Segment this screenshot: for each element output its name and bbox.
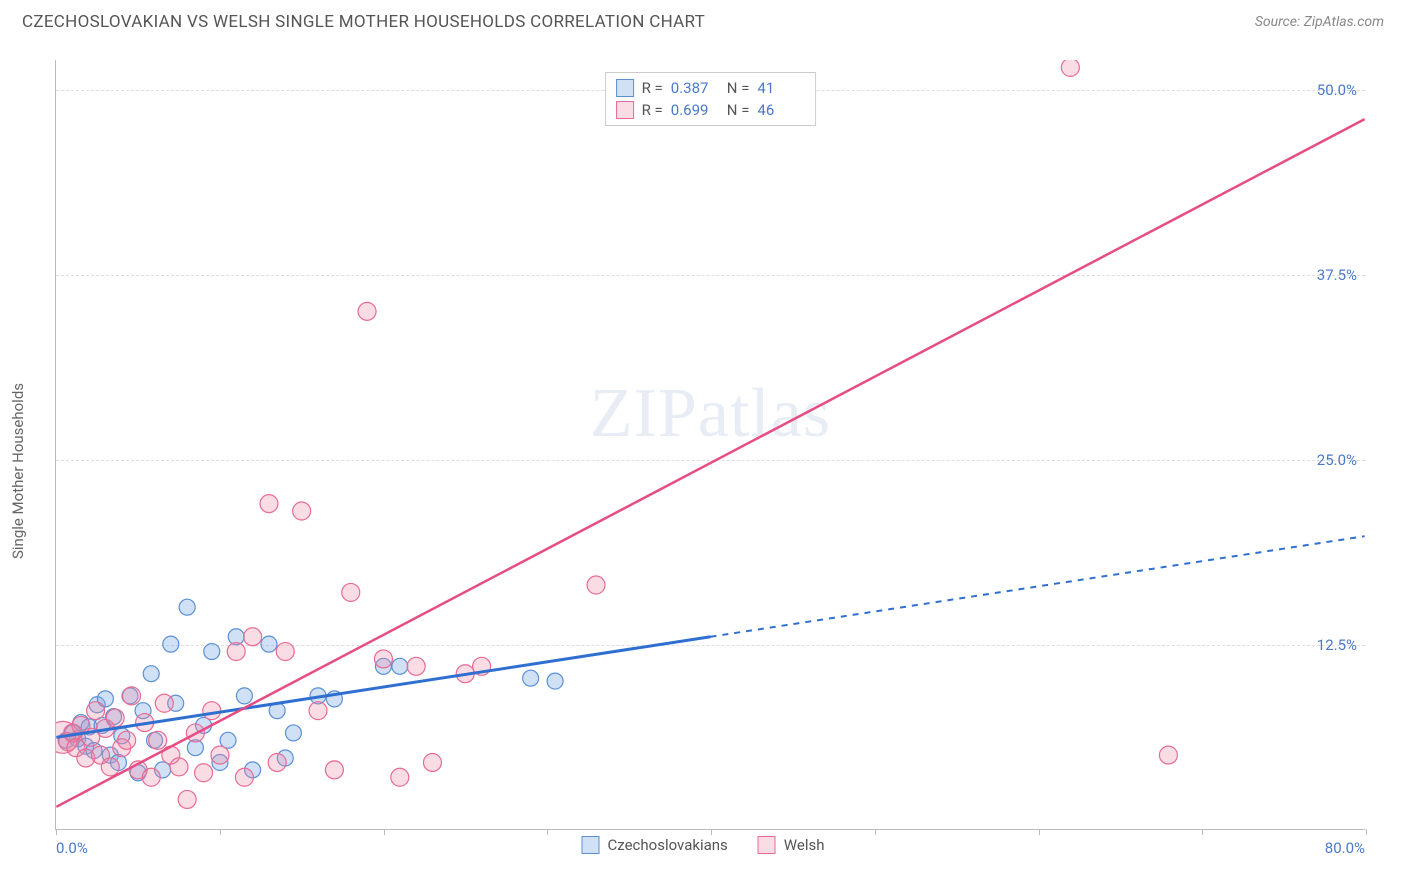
scatter-point-series-1 xyxy=(587,576,605,594)
legend-item-1: Welsh xyxy=(758,836,825,854)
legend-swatch-1 xyxy=(616,101,634,119)
legend-swatch-bottom-0 xyxy=(582,836,600,854)
scatter-point-series-0 xyxy=(261,636,277,652)
scatter-point-series-0 xyxy=(392,658,408,674)
scatter-point-series-1 xyxy=(374,650,392,668)
n-value-1: 46 xyxy=(757,101,805,119)
scatter-point-series-1 xyxy=(123,687,141,705)
x-tick xyxy=(220,829,221,835)
plot-area: ZIPatlas R = 0.387 N = 41 R = 0.699 N = … xyxy=(55,60,1365,830)
scatter-point-series-1 xyxy=(358,302,376,320)
r-value-1: 0.699 xyxy=(671,101,719,119)
scatter-point-series-0 xyxy=(547,673,563,689)
n-value-0: 41 xyxy=(757,79,805,97)
x-tick xyxy=(1366,829,1367,835)
scatter-point-series-1 xyxy=(211,746,229,764)
n-label-1: N = xyxy=(727,101,750,119)
scatter-point-series-1 xyxy=(268,753,286,771)
x-tick xyxy=(547,829,548,835)
scatter-point-series-1 xyxy=(195,764,213,782)
r-label-1: R = xyxy=(642,101,663,119)
scatter-point-series-1 xyxy=(101,758,119,776)
regression-line-dashed-series-0 xyxy=(711,536,1365,637)
series-legend: Czechoslovakians Welsh xyxy=(582,836,825,854)
scatter-point-series-0 xyxy=(163,636,179,652)
scatter-point-series-0 xyxy=(204,644,220,660)
scatter-point-series-0 xyxy=(143,666,159,682)
scatter-point-series-0 xyxy=(523,670,539,686)
legend-row-series-1: R = 0.699 N = 46 xyxy=(616,99,806,121)
x-tick xyxy=(711,829,712,835)
scatter-point-series-1 xyxy=(1159,746,1177,764)
r-label-0: R = xyxy=(642,79,663,97)
scatter-point-series-1 xyxy=(178,790,196,808)
chart-header: CZECHOSLOVAKIAN VS WELSH SINGLE MOTHER H… xyxy=(0,0,1406,40)
chart-title: CZECHOSLOVAKIAN VS WELSH SINGLE MOTHER H… xyxy=(22,12,705,32)
scatter-point-series-1 xyxy=(342,583,360,601)
scatter-point-series-1 xyxy=(227,643,245,661)
scatter-point-series-1 xyxy=(203,702,221,720)
scatter-point-series-1 xyxy=(260,495,278,513)
scatter-point-series-1 xyxy=(325,761,343,779)
chart-container: Single Mother Households ZIPatlas R = 0.… xyxy=(0,50,1406,892)
legend-swatch-bottom-1 xyxy=(758,836,776,854)
scatter-point-series-1 xyxy=(106,709,124,727)
scatter-point-series-1 xyxy=(407,657,425,675)
scatter-point-series-1 xyxy=(235,768,253,786)
legend-item-0: Czechoslovakians xyxy=(582,836,728,854)
x-tick-label-max: 80.0% xyxy=(1325,839,1365,857)
scatter-point-series-0 xyxy=(179,599,195,615)
x-tick xyxy=(1202,829,1203,835)
scatter-point-series-1 xyxy=(170,758,188,776)
scatter-point-series-1 xyxy=(309,702,327,720)
scatter-point-series-0 xyxy=(236,688,252,704)
correlation-legend: R = 0.387 N = 41 R = 0.699 N = 46 xyxy=(605,72,817,126)
scatter-point-series-0 xyxy=(285,725,301,741)
scatter-point-series-1 xyxy=(293,502,311,520)
scatter-point-series-1 xyxy=(118,731,136,749)
scatter-point-series-1 xyxy=(391,768,409,786)
y-axis-label: Single Mother Households xyxy=(9,383,27,559)
r-value-0: 0.387 xyxy=(671,79,719,97)
legend-label-1: Welsh xyxy=(784,836,825,854)
legend-row-series-0: R = 0.387 N = 41 xyxy=(616,77,806,99)
scatter-point-series-1 xyxy=(423,753,441,771)
regression-line-series-1 xyxy=(56,119,1364,807)
scatter-point-series-1 xyxy=(142,768,160,786)
legend-swatch-0 xyxy=(616,79,634,97)
scatter-point-series-1 xyxy=(149,731,167,749)
x-tick xyxy=(1039,829,1040,835)
n-label-0: N = xyxy=(727,79,750,97)
x-tick xyxy=(56,829,57,835)
scatter-point-series-1 xyxy=(1061,60,1079,76)
source-prefix: Source: xyxy=(1255,14,1304,30)
scatter-point-series-1 xyxy=(244,628,262,646)
x-tick xyxy=(875,829,876,835)
x-tick xyxy=(384,829,385,835)
plot-svg xyxy=(56,60,1365,829)
scatter-point-series-1 xyxy=(276,643,294,661)
scatter-point-series-1 xyxy=(155,694,173,712)
x-tick-label-min: 0.0% xyxy=(56,839,88,857)
legend-label-0: Czechoslovakians xyxy=(608,836,728,854)
source-link[interactable]: ZipAtlas.com xyxy=(1304,14,1384,30)
scatter-point-series-1 xyxy=(87,702,105,720)
source-attribution: Source: ZipAtlas.com xyxy=(1255,14,1384,30)
